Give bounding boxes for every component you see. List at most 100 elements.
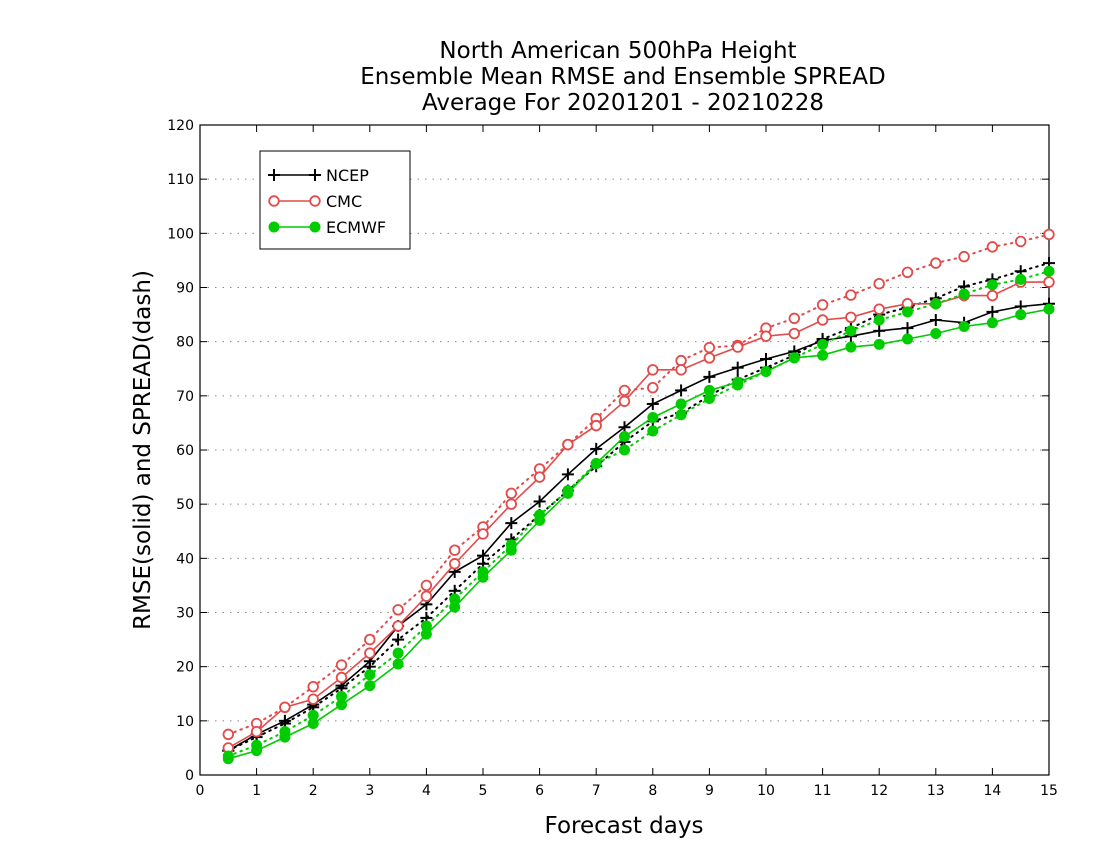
ecmwf-rmse-point [675, 398, 687, 410]
ecmwf-rmse-point [364, 680, 376, 692]
cmc-rmse-point [647, 364, 659, 376]
cmc-rmse-point [449, 558, 461, 570]
cmc-spread-point [420, 579, 433, 592]
ncep-rmse-point [760, 353, 772, 365]
cmc-rmse-point [307, 693, 319, 705]
cmc-rmse-point [788, 327, 801, 340]
ecmwf-spread-point [675, 409, 687, 421]
legend-box [259, 150, 411, 250]
cmc-rmse-point [505, 498, 518, 510]
ecmwf-rmse-point [788, 352, 800, 364]
ecmwf-rmse-point [222, 753, 234, 765]
ecmwf-rmse-point [307, 718, 319, 730]
cmc-spread-point [1015, 235, 1027, 248]
y-tick-label: 80 [176, 335, 194, 351]
chart-title: North American 500hPa Height Ensemble Me… [360, 38, 885, 116]
cmc-rmse-point [392, 620, 404, 632]
ncep-spread-point [392, 633, 405, 646]
ecmwf-spread-point [930, 298, 942, 310]
ecmwf-spread-point [845, 325, 857, 337]
x-tick-label: 1 [252, 783, 261, 799]
cmc-spread-point [873, 278, 885, 290]
ecmwf-rmse-point [873, 338, 885, 350]
cmc-spread-point [364, 633, 376, 646]
legend-entries: NCEP CMC ECMWF [268, 166, 386, 237]
ncep-rmse-point [873, 324, 886, 337]
legend-marker-ecmwf [309, 221, 321, 233]
ecmwf-rmse-point [534, 514, 546, 526]
x-tick-label: 6 [535, 783, 544, 799]
cmc-spread-point [901, 266, 914, 279]
legend-marker-cmc [309, 195, 321, 207]
ncep-rmse-point [477, 549, 489, 562]
legend-marker-ncep [268, 169, 280, 181]
ecmwf-rmse-point [902, 333, 913, 345]
ecmwf-rmse-point [619, 430, 630, 442]
legend-marker-ecmwf [268, 221, 280, 233]
cmc-rmse-point [816, 314, 829, 326]
legend-label-cmc: CMC [326, 192, 362, 211]
y-axis-label: RMSE(solid) and SPREAD(dash) [130, 270, 156, 630]
x-tick-label: 7 [592, 783, 601, 799]
ecmwf-spread-point [1015, 273, 1027, 285]
ncep-rmse-point [731, 361, 744, 374]
cmc-spread-point [675, 354, 687, 367]
cmc-rmse-point [675, 364, 687, 376]
cmc-spread-point [788, 312, 801, 325]
ecmwf-rmse-point [930, 328, 942, 340]
ncep-rmse-point [505, 517, 518, 530]
cmc-rmse-point [1043, 276, 1055, 288]
ecmwf-spread-point [958, 288, 970, 300]
ecmwf-spread-point [817, 338, 829, 350]
ncep-rmse-point [561, 468, 574, 481]
cmc-rmse-point [335, 671, 348, 684]
ecmwf-rmse-point [590, 458, 602, 470]
ecmwf-spread-point [619, 444, 630, 456]
y-tick-label: 60 [176, 443, 194, 459]
ecmwf-rmse-point [1043, 303, 1055, 315]
cmc-rmse-point [533, 471, 546, 483]
ncep-rmse-point [675, 384, 688, 397]
legend-marker-cmc [268, 195, 280, 207]
cmc-rmse-point [364, 647, 376, 659]
x-tick-label: 2 [309, 783, 318, 799]
cmc-spread-point [1043, 228, 1055, 241]
cmc-spread-point [647, 382, 659, 394]
ecmwf-rmse-point [647, 412, 659, 423]
title-line-1: North American 500hPa Height [439, 38, 796, 64]
cmc-spread-point [845, 289, 857, 301]
cmc-rmse-point [562, 438, 574, 451]
legend: NCEP CMC ECMWF [259, 150, 411, 250]
cmc-rmse-point [703, 352, 716, 364]
cmc-spread-points [222, 228, 1055, 741]
cmc-rmse-point [420, 590, 433, 602]
cmc-rmse-point [760, 330, 772, 342]
cmc-rmse-point [590, 419, 602, 432]
ecmwf-rmse-point [562, 487, 574, 499]
y-tick-label: 120 [167, 118, 194, 134]
x-tick-label: 5 [479, 783, 488, 799]
cmc-spread-point [505, 487, 518, 500]
ecmwf-spread-point [364, 669, 376, 681]
ecmwf-spread-point [647, 425, 659, 437]
legend-label-ncep: NCEP [326, 166, 369, 185]
cmc-rmse-point [732, 341, 744, 353]
y-tick-label: 100 [167, 226, 194, 242]
y-tick-label: 90 [176, 281, 194, 297]
y-tick-label: 20 [176, 660, 194, 676]
x-tick-label: 10 [757, 783, 775, 799]
cmc-spread-point [392, 604, 404, 616]
x-tick-label: 8 [648, 783, 657, 799]
data-series [222, 228, 1055, 765]
ecmwf-rmse-point [336, 699, 347, 711]
cmc-rmse-point [873, 303, 885, 315]
cmc-spread-point [958, 250, 970, 263]
ecmwf-spread-point [986, 279, 998, 291]
cmc-spread-point [307, 681, 319, 693]
ncep-rmse-line [227, 303, 1050, 752]
ecmwf-rmse-point [1015, 309, 1027, 321]
x-tick-label: 15 [1040, 783, 1058, 799]
ecmwf-spread-line [227, 270, 1050, 757]
x-axis-label: Forecast days [545, 813, 704, 839]
